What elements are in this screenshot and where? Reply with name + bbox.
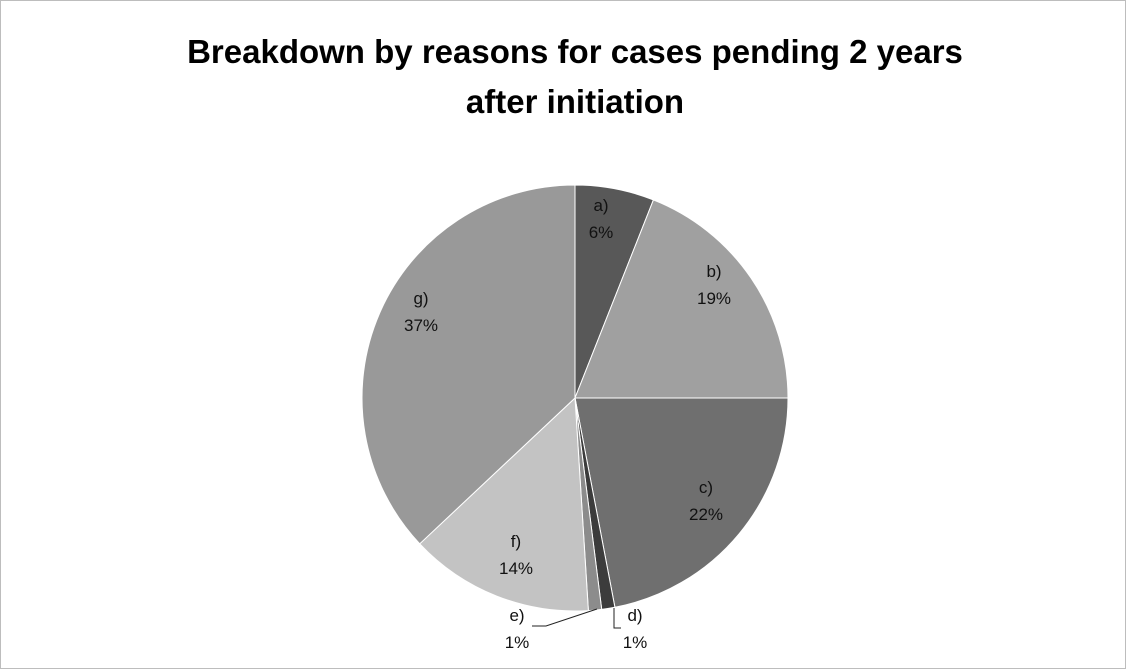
leader-line-e (532, 608, 598, 627)
slice-label-d: d) (627, 606, 642, 625)
slice-value-d: 1% (623, 633, 648, 652)
pie-slice-g (361, 184, 576, 545)
slice-value-a: 6% (589, 223, 614, 242)
slice-value-g: 37% (404, 316, 438, 335)
slice-label-b: b) (706, 262, 721, 281)
slice-value-f: 14% (499, 559, 533, 578)
slice-label-a: a) (593, 196, 608, 215)
slice-label-f: f) (511, 532, 521, 551)
slice-label-e: e) (509, 606, 524, 625)
slice-value-e: 1% (505, 633, 530, 652)
slice-label-c: c) (699, 478, 713, 497)
chart-title-line-1: Breakdown by reasons for cases pending 2… (187, 33, 963, 70)
slice-value-b: 19% (697, 289, 731, 308)
pie-slice-f (419, 396, 589, 612)
slice-labels: a) 6% b) 19% c) 22% d) 1% e) 1% f) 14% g) 37% (404, 196, 731, 652)
slice-label-g: g) (413, 289, 428, 308)
chart-title-line-2: after initiation (465, 83, 685, 120)
slice-value-c: 22% (689, 505, 723, 524)
pie-slices (361, 184, 789, 612)
chart-title: Breakdown by reasons for cases pending 2… (1, 27, 1126, 127)
pie-slice-c (574, 397, 789, 608)
leader-line-d (613, 608, 621, 629)
pie-slice-b (574, 199, 789, 399)
leader-lines (532, 608, 621, 629)
